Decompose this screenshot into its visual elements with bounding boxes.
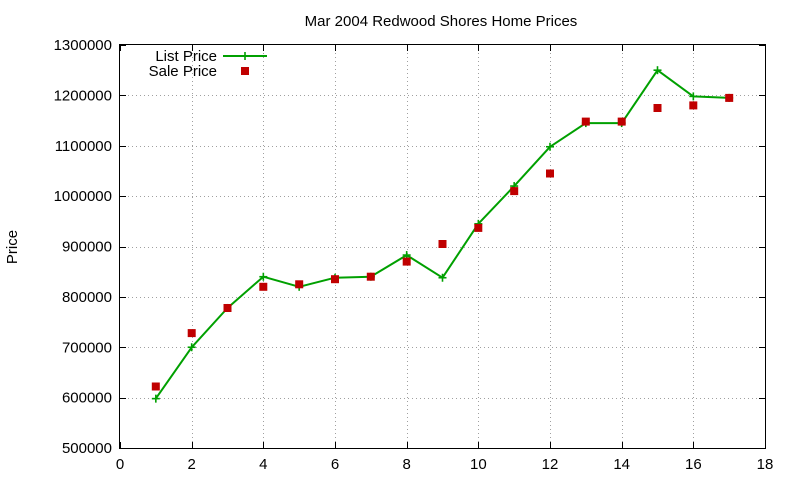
sale-price-point [223,304,232,312]
sale-price-point [689,101,698,110]
x-tick-label: 2 [187,456,195,473]
sale-price-point [653,104,662,112]
sale-price-point [259,282,268,291]
legend: List Price Sale Price [149,48,267,80]
list-price-point [653,66,662,75]
x-tick-label: 18 [757,456,774,473]
legend-marker-list-price [241,52,249,60]
sale-price-point [510,187,519,196]
y-tick-label: 700000 [62,339,112,356]
y-tick-label: 1000000 [54,188,112,205]
sale-price-point [581,117,590,126]
y-tick-label: 800000 [62,289,112,306]
y-tick-label: 600000 [62,390,112,407]
y-tick-label: 1100000 [55,138,112,155]
legend-label-sale-price: Sale Price [149,63,217,80]
legend-plus-marker [241,52,249,60]
sale-price-point [438,240,447,248]
x-tick-label: 4 [259,456,267,473]
y-tick-label: 1300000 [54,37,112,54]
sale-price-point [151,382,160,391]
legend-marker-sale-price [241,67,249,75]
plot-frame [119,44,766,449]
chart-title: Mar 2004 Redwood Shores Home Prices [305,13,578,30]
sale-price-point [295,280,304,289]
list-price-line [154,69,730,400]
y-tick-label: 1200000 [54,87,112,104]
sale-price-point [331,275,339,284]
list-price-point [438,273,447,282]
sale-price-point [366,272,375,281]
sale-price-point [402,257,411,266]
x-tick-label: 16 [685,456,702,473]
series [151,66,734,403]
sale-price-point [617,117,626,126]
sale-price-point [725,93,734,102]
list-price-point [259,272,268,281]
sale-price-point [474,223,483,232]
list-price-point [151,394,160,403]
x-tick-label: 14 [613,456,630,473]
sale-price-point [187,329,196,338]
list-price-point [546,142,554,151]
legend-label-list-price: List Price [155,48,217,65]
y-tick-label: 900000 [62,239,112,256]
x-tick-label: 0 [116,456,124,473]
list-price-point [689,92,698,101]
y-tick-label: 500000 [62,440,112,457]
x-tick-label: 12 [542,456,559,473]
x-tick-label: 6 [331,456,339,473]
list-price-point [187,343,196,352]
sale-price-point [546,169,554,178]
x-tick-label: 8 [402,456,410,473]
y-axis-label: Price [4,230,21,264]
x-tick-label: 10 [470,456,487,473]
axes: 0 2 4 6 8 10 12 14 16 18 500000 600000 700000 800000 9… [54,37,774,473]
